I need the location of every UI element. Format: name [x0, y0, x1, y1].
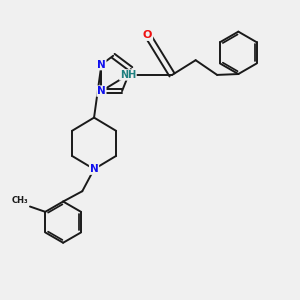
Text: NH: NH [120, 70, 136, 80]
Text: N: N [97, 86, 106, 96]
Text: N: N [90, 164, 98, 174]
Text: N: N [97, 60, 106, 70]
Text: O: O [143, 30, 152, 40]
Text: CH₃: CH₃ [12, 196, 28, 205]
